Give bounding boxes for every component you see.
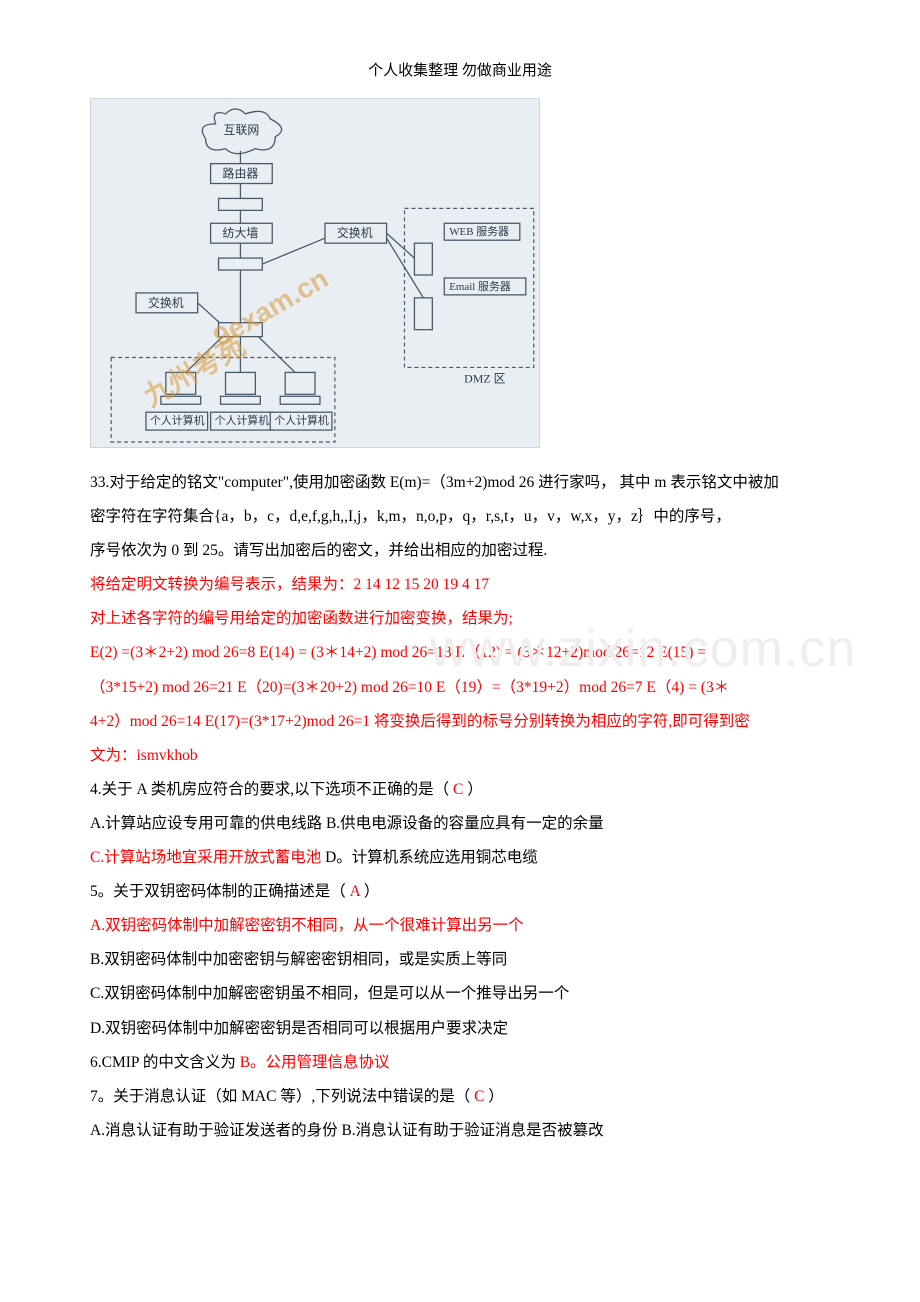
q33-ans4: （3*15+2) mod 26=21 E（20)=(3＊20+2) mod 26…	[90, 671, 830, 705]
q7-stem-c: C	[474, 1088, 484, 1105]
q7-stem-a: 7。关于消息认证（如 MAC 等）,下列说法中错误的是（	[90, 1088, 474, 1105]
q6-line: 6.CMIP 的中文含义为 B。公用管理信息协议	[90, 1046, 830, 1080]
q33-ans5: 4+2）mod 26=14 E(17)=(3*17+2)mod 26=1 将变换…	[90, 705, 830, 739]
q5-stem-a: 5。关于双钥密码体制的正确描述是（	[90, 883, 350, 900]
pc3-label: 个人计算机	[274, 413, 329, 427]
firewall-label: 纺大墙	[223, 226, 259, 240]
email-label: Email 服务器	[449, 280, 511, 293]
network-diagram: 互联网 路由器 纺大墙 交换机 DMZ 区 WEB 服务器 Email 服务器	[90, 98, 540, 448]
page-header: 个人收集整理 勿做商业用途	[90, 55, 830, 88]
pc2-label: 个人计算机	[215, 413, 270, 427]
q5-opt-c: C.双钥密码体制中加解密密钥虽不相同，但是可以从一个推导出另一个	[90, 977, 830, 1011]
q4-opt-d: D。计算机系统应选用铜芯电缆	[321, 849, 538, 866]
q5-stem-b: ）	[360, 883, 379, 900]
q33-ans2: 对上述各字符的编号用给定的加密函数进行加密变换，结果为;	[90, 610, 513, 627]
q7-stem-b: ）	[484, 1088, 503, 1105]
q33-line1: 33.对于给定的铭文"computer",使用加密函数 E(m)=（3m+2)m…	[90, 466, 830, 500]
q6-ans: B。公用管理信息协议	[240, 1054, 390, 1071]
q4-opt-ab: A.计算站应设专用可靠的供电线路 B.供电电源设备的容量应具有一定的余量	[90, 807, 830, 841]
q4-opt-cd: C.计算站场地宜采用开放式蓄电池 D。计算机系统应选用铜芯电缆	[90, 841, 830, 875]
q33-ans2-wrap: 对上述各字符的编号用给定的加密函数进行加密变换，结果为; www.zixin.c…	[90, 602, 830, 636]
q7-stem: 7。关于消息认证（如 MAC 等）,下列说法中错误的是（ C ）	[90, 1080, 830, 1114]
q4-stem-b: ）	[463, 781, 482, 798]
web-label: WEB 服务器	[449, 225, 509, 238]
q5-opt-b: B.双钥密码体制中加密密钥与解密密钥相同，或是实质上等同	[90, 943, 830, 977]
q33-ans1: 将给定明文转换为编号表示，结果为：2 14 12 15 20 19 4 17	[90, 568, 830, 602]
q5-opt-d: D.双钥密码体制中加解密密钥是否相同可以根据用户要求决定	[90, 1012, 830, 1046]
switch-top-label: 交换机	[337, 226, 373, 240]
q4-stem-a: 4.关于 A 类机房应符合的要求,以下选项不正确的是（	[90, 781, 453, 798]
switch-left-label: 交换机	[148, 296, 184, 310]
q6-stem: 6.CMIP 的中文含义为	[90, 1054, 240, 1071]
q33-line2: 密字符在字符集合{a，b，c，d,e,f,g,h,,I,j，k,m，n,o,p，…	[90, 500, 830, 534]
q33-ans3: E(2) =(3＊2+2) mod 26=8 E(14) = (3＊14+2) …	[90, 636, 830, 670]
diagram-watermark-2: 9exam.cn	[208, 262, 333, 352]
q5-opt-a: A.双钥密码体制中加解密密钥不相同，从一个很难计算出另一个	[90, 909, 830, 943]
internet-label: 互联网	[224, 123, 260, 137]
q7-opt-ab: A.消息认证有助于验证发送者的身份 B.消息认证有助于验证消息是否被篡改	[90, 1114, 830, 1148]
q4-opt-c: C.计算站场地宜采用开放式蓄电池	[90, 849, 321, 866]
q4-stem-c: C	[453, 781, 463, 798]
q4-stem: 4.关于 A 类机房应符合的要求,以下选项不正确的是（ C ）	[90, 773, 830, 807]
router-label: 路由器	[223, 167, 259, 181]
dmz-label: DMZ 区	[464, 371, 505, 385]
q33-line3: 序号依次为 0 到 25。请写出加密后的密文，并给出相应的加密过程.	[90, 534, 830, 568]
q33-ans6: 文为：ismvkhob	[90, 739, 830, 773]
q5-stem-c: A	[350, 883, 360, 900]
q5-stem: 5。关于双钥密码体制的正确描述是（ A ）	[90, 875, 830, 909]
pc1-label: 个人计算机	[150, 413, 205, 427]
